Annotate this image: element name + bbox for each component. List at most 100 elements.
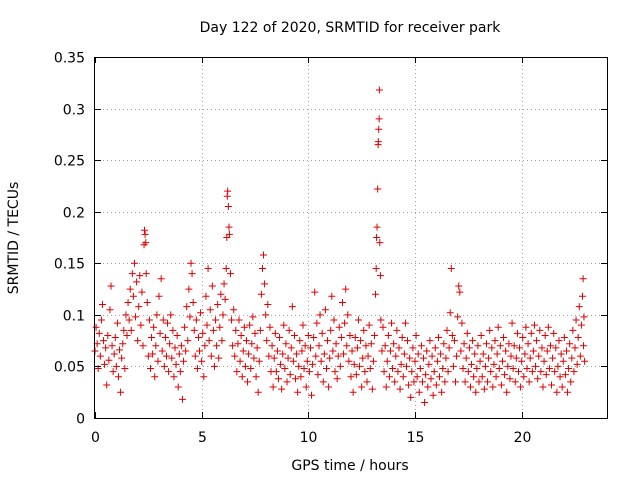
data-point-plus	[268, 342, 276, 350]
data-point-plus	[312, 352, 320, 360]
data-point-plus	[400, 350, 408, 358]
data-point-plus	[414, 350, 422, 358]
data-point-plus	[437, 350, 445, 358]
data-point-plus	[389, 364, 397, 372]
data-point-plus	[271, 329, 279, 337]
data-point-plus	[214, 301, 222, 309]
data-point-plus	[386, 347, 394, 355]
data-point-plus	[431, 344, 439, 352]
data-point-plus	[558, 383, 566, 391]
data-point-plus	[301, 342, 309, 350]
data-point-plus	[508, 319, 516, 327]
data-point-plus	[402, 362, 410, 370]
data-point-plus	[154, 357, 162, 365]
data-point-plus	[489, 383, 497, 391]
data-point-plus	[384, 331, 392, 339]
data-point-plus	[242, 337, 250, 345]
data-point-plus	[201, 342, 209, 350]
data-point-plus	[354, 316, 362, 324]
data-point-plus	[293, 350, 301, 358]
data-point-plus	[109, 368, 117, 376]
data-point-plus	[330, 316, 338, 324]
data-point-plus	[241, 362, 249, 370]
data-point-plus	[514, 368, 522, 376]
data-point-plus	[519, 334, 527, 342]
data-point-plus	[580, 342, 588, 350]
data-point-plus	[522, 323, 530, 331]
data-point-plus	[438, 388, 446, 396]
data-point-plus	[546, 342, 554, 350]
data-point-plus	[446, 309, 454, 317]
data-point-plus	[198, 357, 206, 365]
data-point-plus	[124, 298, 132, 306]
data-point-plus	[505, 340, 513, 348]
data-point-plus	[250, 354, 258, 362]
data-point-plus	[406, 354, 414, 362]
data-point-plus	[466, 383, 474, 391]
data-point-plus	[450, 337, 458, 345]
data-point-plus	[562, 347, 570, 355]
data-point-plus	[493, 350, 501, 358]
data-point-plus	[165, 368, 173, 376]
data-point-plus	[494, 323, 502, 331]
data-point-plus	[287, 344, 295, 352]
data-point-plus	[443, 326, 451, 334]
data-point-plus	[215, 354, 223, 362]
data-point-plus	[149, 350, 157, 358]
data-point-plus	[337, 334, 345, 342]
data-point-plus	[421, 399, 429, 407]
data-point-plus	[231, 352, 239, 360]
data-point-plus	[176, 368, 184, 376]
y-axis-label: SRMTID / TECUs	[6, 182, 22, 295]
data-point-plus	[274, 375, 282, 383]
data-point-plus	[395, 344, 403, 352]
data-point-plus	[469, 337, 477, 345]
data-point-plus	[150, 323, 158, 331]
data-point-plus	[315, 342, 323, 350]
data-point-plus	[217, 290, 225, 298]
data-point-plus	[292, 375, 300, 383]
data-point-plus	[177, 342, 185, 350]
data-point-plus	[190, 326, 198, 334]
data-point-plus	[500, 334, 508, 342]
data-point-plus	[561, 371, 569, 379]
data-point-plus	[534, 375, 542, 383]
data-point-plus	[372, 290, 380, 298]
data-point-plus	[273, 347, 281, 355]
data-point-plus	[422, 371, 430, 379]
data-point-plus	[465, 344, 473, 352]
data-point-plus	[138, 288, 146, 296]
data-point-plus	[166, 340, 174, 348]
data-point-plus	[344, 311, 352, 319]
data-point-plus	[401, 319, 409, 327]
data-point-plus	[212, 316, 220, 324]
data-point-plus	[510, 342, 518, 350]
data-point-plus	[316, 311, 324, 319]
data-point-plus	[459, 364, 467, 372]
data-point-plus	[581, 357, 589, 365]
data-point-plus	[298, 347, 306, 355]
y-tick-label: 0.2	[63, 206, 85, 222]
data-point-plus	[447, 264, 455, 272]
data-point-plus	[207, 352, 215, 360]
data-point-plus	[570, 368, 578, 376]
data-point-plus	[299, 321, 307, 329]
data-point-plus	[575, 303, 583, 311]
data-point-plus	[322, 364, 330, 372]
data-point-plus	[550, 329, 558, 337]
data-point-plus	[557, 350, 565, 358]
data-point-plus	[361, 368, 369, 376]
data-point-plus	[440, 340, 448, 348]
y-tick-label: 0.35	[54, 51, 85, 67]
data-point-plus	[409, 344, 417, 352]
data-point-plus	[181, 323, 189, 331]
data-point-plus	[394, 368, 402, 376]
data-point-plus	[434, 334, 442, 342]
data-point-plus	[230, 306, 238, 314]
data-point-plus	[376, 272, 384, 280]
data-point-plus	[352, 371, 360, 379]
data-point-plus	[346, 331, 354, 339]
data-point-plus	[159, 316, 167, 324]
data-point-plus	[427, 375, 435, 383]
